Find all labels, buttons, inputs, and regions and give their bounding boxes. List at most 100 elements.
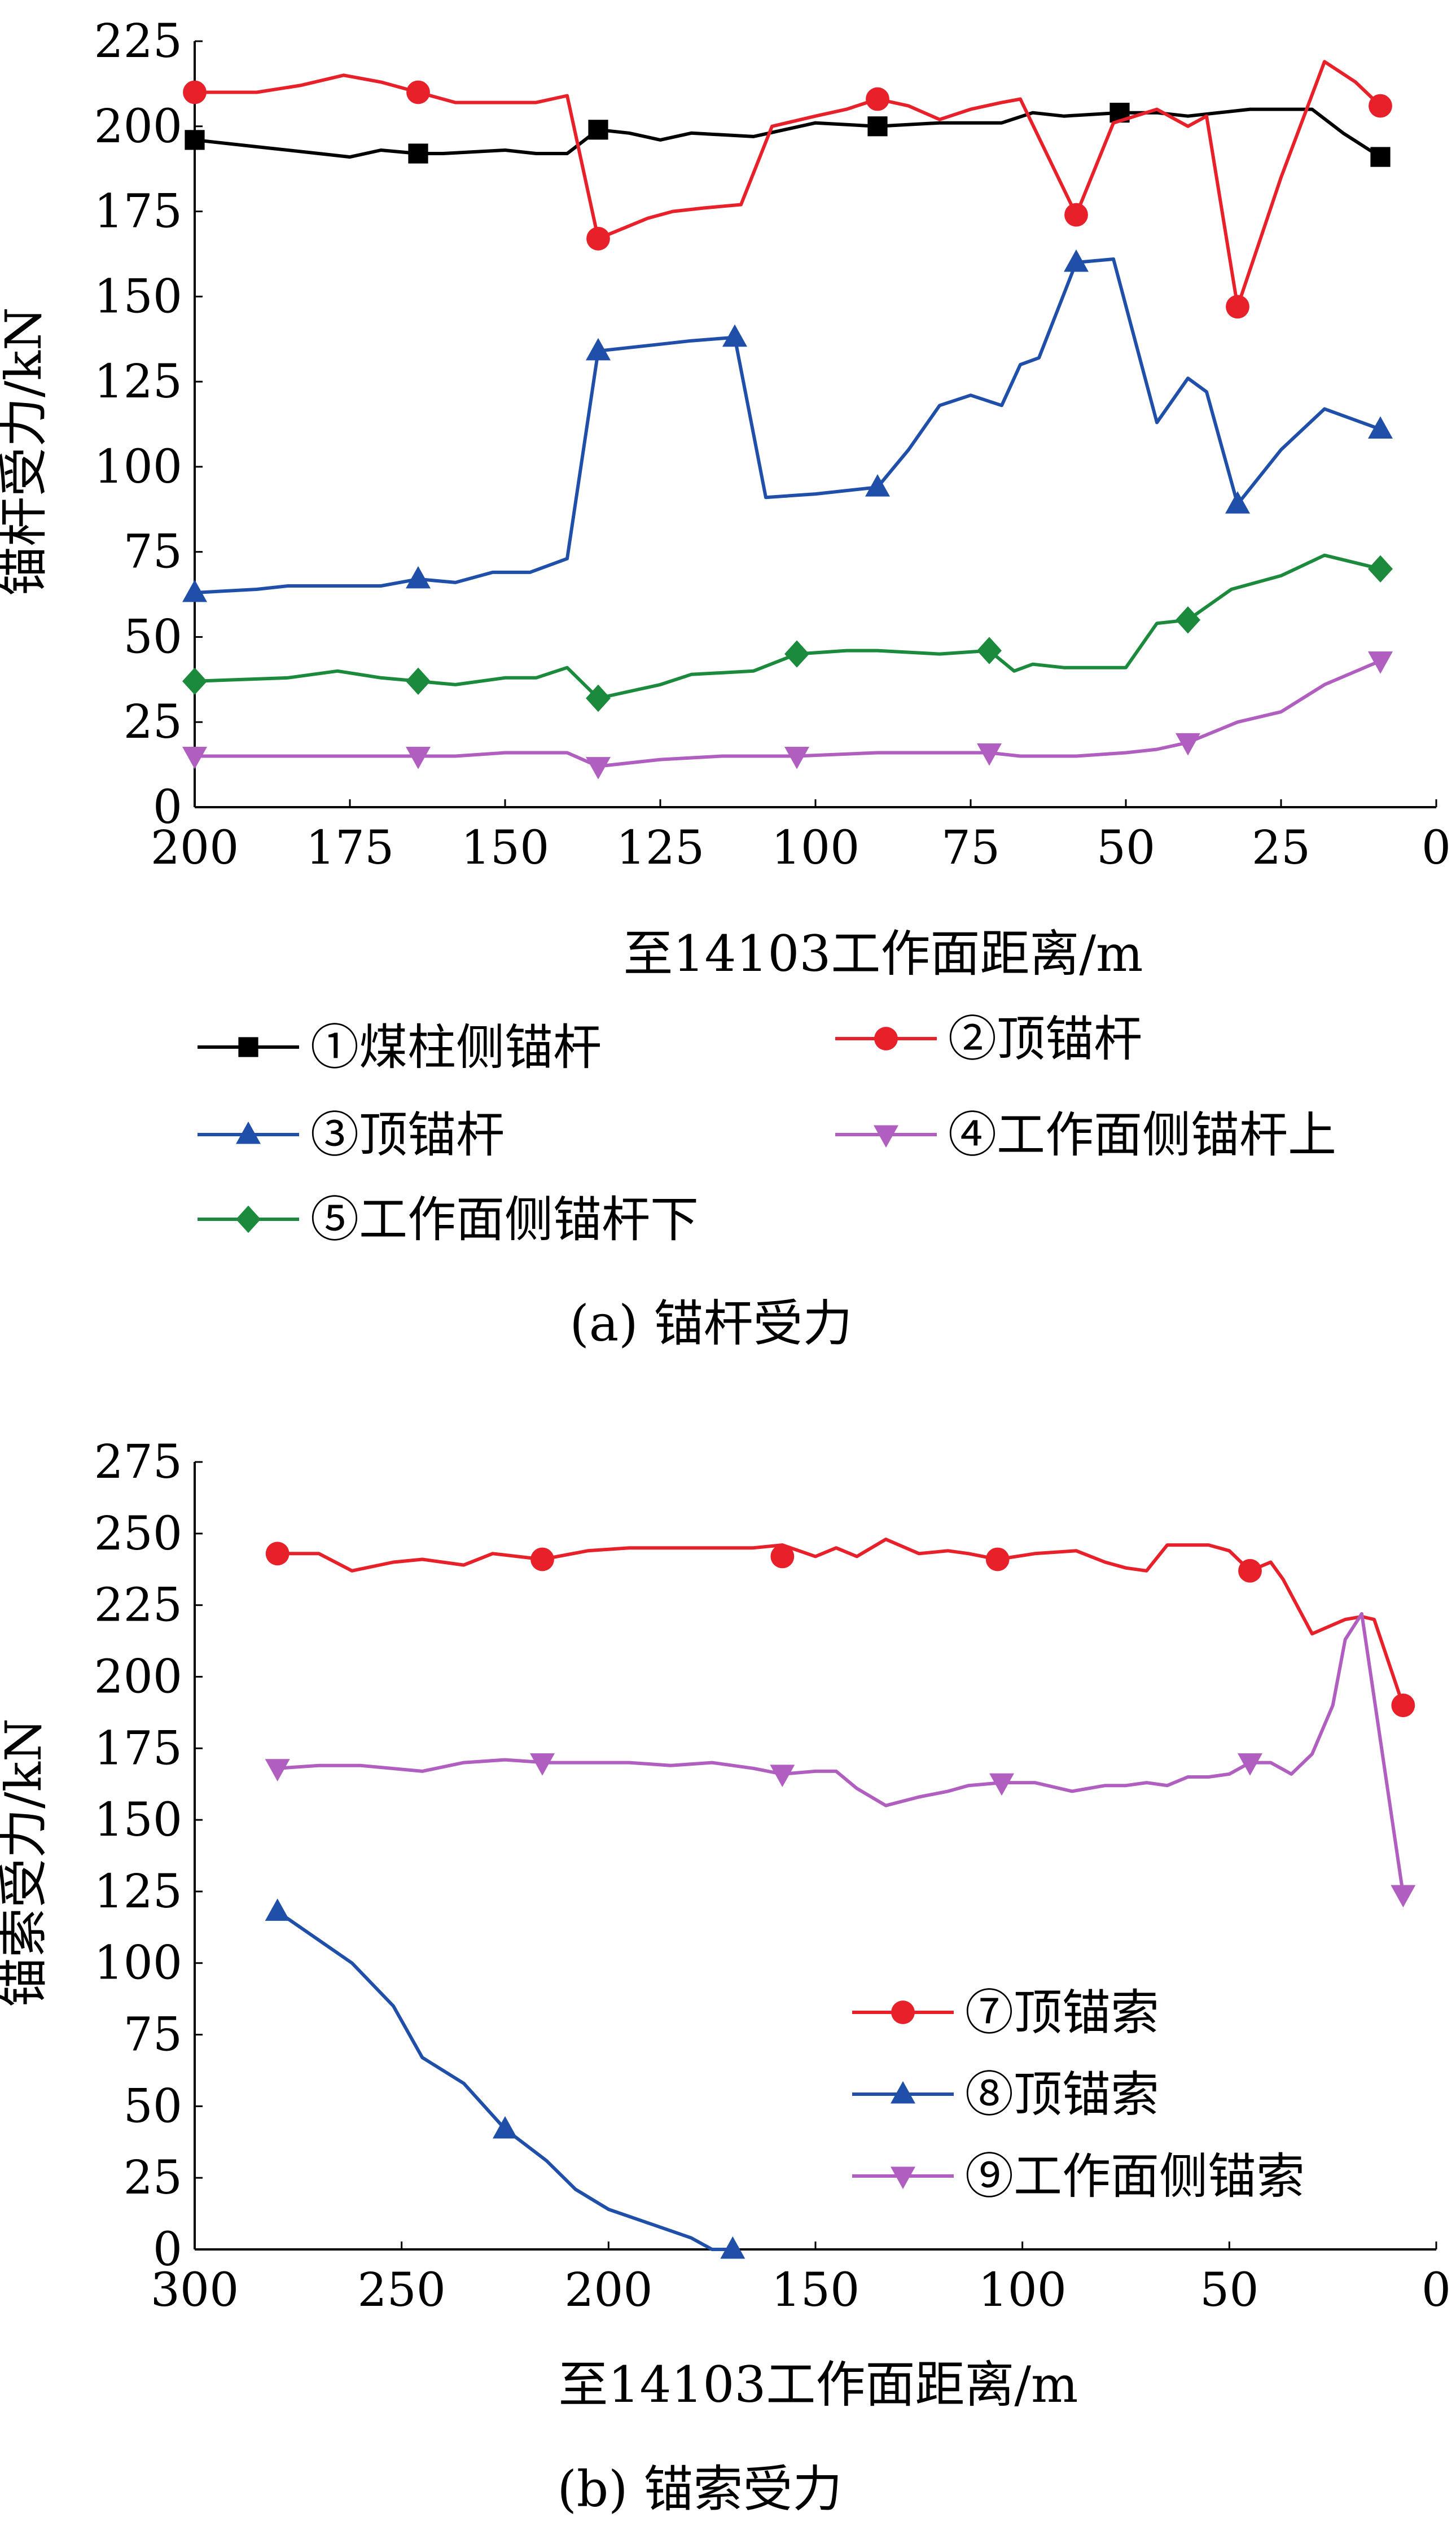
series-5-point — [1176, 606, 1200, 634]
chart-b-caption: (b) 锚索受力 — [558, 2460, 843, 2518]
legend-marker-3 — [236, 1121, 261, 1144]
x-tick-label: 100 — [771, 821, 860, 875]
y-tick-label: 25 — [124, 695, 182, 749]
x-tick-label: 75 — [941, 821, 1000, 875]
series-5-point — [1368, 555, 1393, 583]
series-4-point — [1368, 651, 1393, 674]
y-tick-label: 225 — [94, 1579, 182, 1632]
series-5-point — [586, 684, 611, 712]
legend-label-3: ③顶锚杆 — [310, 1107, 505, 1163]
chart-b-series-layer — [265, 1538, 1416, 2259]
legend-marker-2 — [874, 1027, 898, 1050]
series-3-point — [1064, 249, 1089, 272]
series-3-point — [865, 474, 890, 497]
legend-marker-4 — [874, 1125, 898, 1148]
legend-label-4: ④工作面侧锚杆上 — [948, 1107, 1336, 1163]
y-tick-label: 150 — [94, 1793, 182, 1847]
y-tick-label: 250 — [94, 1507, 182, 1561]
y-tick-label: 50 — [124, 610, 182, 664]
series-2-point — [183, 80, 207, 104]
y-tick-label: 50 — [124, 2080, 182, 2133]
series-3-point — [182, 579, 207, 602]
series-5-point — [977, 637, 1002, 664]
y-tick-label: 175 — [94, 1722, 182, 1775]
series-4-point — [406, 747, 431, 769]
series-2-point — [586, 226, 610, 251]
y-tick-label: 225 — [94, 15, 182, 68]
series-1-point — [265, 1542, 290, 1566]
series-1-point — [1238, 1558, 1262, 1583]
chart-a-bolt-force: 0 25 50 75 100 125 150 175 200 225 200 175 150 125 100… — [0, 15, 1451, 1352]
series-2-point — [720, 2236, 745, 2259]
legend-label-1: ⑦顶锚索 — [965, 1985, 1159, 2041]
series-3-point — [989, 1773, 1014, 1796]
series-1-point — [985, 1547, 1010, 1571]
series-2-point — [265, 1898, 290, 1921]
series-2-point — [866, 87, 889, 111]
legend-label-3: ⑨工作面侧锚索 — [965, 2148, 1305, 2205]
chart-b-legend: ⑦顶锚索 ⑧顶锚索 ⑨工作面侧锚索 — [852, 1985, 1305, 2205]
chart-a-x-axis-label: 至14103工作面距离/m — [623, 925, 1143, 983]
series-3-point — [530, 1753, 555, 1776]
x-tick-label: 200 — [564, 2264, 653, 2317]
y-tick-label: 275 — [94, 1435, 182, 1489]
legend-label-1: ①煤柱侧锚杆 — [310, 1019, 602, 1076]
x-tick-label: 25 — [1252, 821, 1310, 875]
x-tick-label: 125 — [616, 821, 705, 875]
y-tick-label: 75 — [124, 526, 182, 579]
x-tick-label: 0 — [1422, 2264, 1451, 2317]
series-4-point — [1176, 733, 1200, 756]
x-tick-label: 100 — [978, 2264, 1067, 2317]
chart-a-y-axis-label: 锚杆受力/kN — [0, 307, 52, 596]
y-tick-label: 175 — [94, 185, 182, 239]
series-4-point — [977, 743, 1002, 766]
y-tick-label: 200 — [94, 1650, 182, 1704]
series-2-point — [1064, 203, 1088, 227]
series-5-point — [784, 640, 809, 668]
y-tick-label: 25 — [124, 2151, 182, 2205]
series-3-point — [1238, 1753, 1262, 1776]
y-tick-label: 150 — [94, 270, 182, 323]
series-1-point — [1391, 1693, 1415, 1718]
legend-marker-1 — [891, 2000, 915, 2024]
legend-marker-2 — [891, 2081, 915, 2104]
series-2-point — [406, 80, 430, 104]
series-1-point — [185, 130, 205, 150]
legend-label-2: ②顶锚杆 — [948, 1011, 1142, 1067]
series-4-point — [586, 757, 611, 780]
series-line-2 — [276, 1910, 733, 2251]
x-tick-label: 175 — [306, 821, 394, 875]
series-2-point — [493, 2116, 518, 2139]
x-tick-label: 300 — [151, 2264, 239, 2317]
legend-marker-5 — [236, 1205, 261, 1233]
series-3-point — [406, 566, 431, 589]
y-tick-label: 125 — [94, 1865, 182, 1919]
x-tick-label: 50 — [1200, 2264, 1258, 2317]
y-tick-label: 125 — [94, 355, 182, 409]
x-tick-label: 150 — [771, 2264, 860, 2317]
chart-b-x-axis-label: 至14103工作面距离/m — [558, 2356, 1078, 2414]
x-tick-label: 0 — [1422, 821, 1451, 875]
legend-label-5: ⑤工作面侧锚杆下 — [310, 1192, 699, 1248]
x-tick-label: 50 — [1097, 821, 1155, 875]
series-1-point — [588, 120, 608, 140]
series-1-point — [770, 1544, 795, 1569]
y-tick-label: 100 — [94, 1937, 182, 1990]
series-3-point — [770, 1765, 795, 1788]
x-tick-label: 250 — [357, 2264, 446, 2317]
series-line-5 — [194, 553, 1381, 700]
y-tick-label: 100 — [94, 440, 182, 494]
chart-a-caption: (a) 锚杆受力 — [569, 1294, 852, 1352]
legend-marker-1 — [238, 1037, 258, 1057]
series-4-point — [784, 747, 809, 769]
series-line-3 — [277, 1612, 1405, 1895]
series-3-point — [1225, 491, 1250, 514]
chart-b-y-axis-label: 锚索受力/kN — [0, 1718, 52, 2007]
series-line-2 — [195, 60, 1382, 309]
series-4-point — [182, 747, 207, 769]
y-tick-label: 200 — [94, 100, 182, 154]
chart-a-axes: 0 25 50 75 100 125 150 175 200 225 200 175 150 125 100… — [94, 15, 1451, 875]
chart-a-legend: ①煤柱侧锚杆 ②顶锚杆 ③顶锚杆 ④工作面侧锚杆上 ⑤工作面侧锚杆下 — [198, 1011, 1336, 1248]
series-3-point — [586, 338, 611, 361]
